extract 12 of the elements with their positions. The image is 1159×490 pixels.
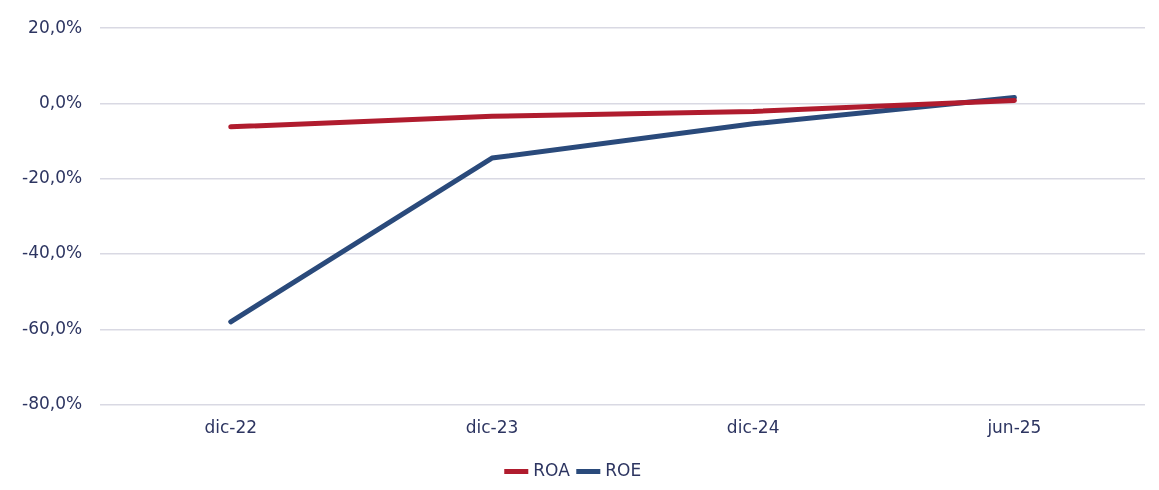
x-tick-label: jun-25 (986, 417, 1042, 438)
y-tick-label: -60,0% (22, 317, 83, 338)
x-tick-label: dic-24 (726, 417, 780, 438)
legend-label: ROE (605, 459, 642, 480)
legend-label: ROA (533, 459, 571, 480)
y-tick-label: -40,0% (22, 242, 83, 263)
y-tick-label: 20,0% (28, 16, 83, 37)
y-tick-label: 0,0% (38, 91, 83, 112)
y-tick-label: -20,0% (22, 167, 83, 188)
x-tick-label: dic-22 (204, 417, 258, 438)
y-tick-label: -80,0% (22, 393, 83, 414)
x-tick-label: dic-23 (465, 417, 519, 438)
